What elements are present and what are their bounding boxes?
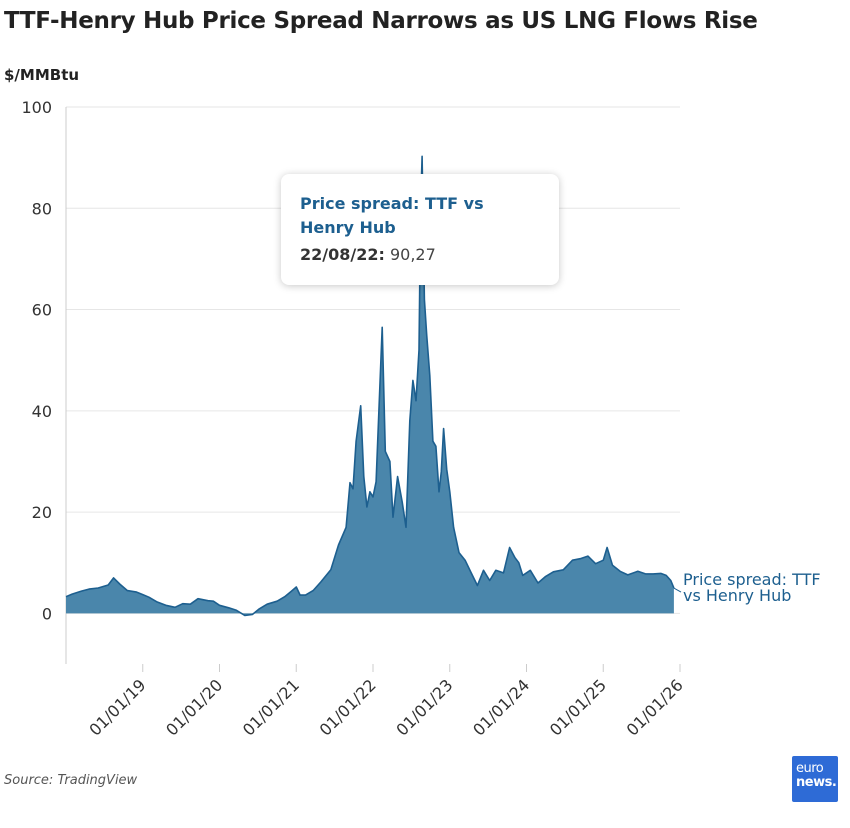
x-tick-label-2: 01/01/21	[239, 675, 303, 739]
series-end-label-line1: Price spread: TTF	[683, 570, 821, 589]
data-tooltip: Price spread: TTF vs Henry Hub 22/08/22:…	[281, 174, 559, 285]
tooltip-series-name-line2: Henry Hub	[300, 218, 396, 237]
tooltip-date: 22/08/22:	[300, 245, 385, 264]
x-tick-label-3: 01/01/22	[316, 675, 380, 739]
tooltip-value-line: 22/08/22: 90,27	[300, 242, 541, 268]
source-note: Source: TradingView	[4, 773, 138, 788]
series-area	[66, 156, 674, 616]
logo-text-line2: news.	[796, 775, 837, 790]
y-tick-label-60: 60	[32, 301, 52, 320]
y-tick-label-100: 100	[21, 98, 52, 117]
x-tick-label-7: 01/01/26	[623, 675, 687, 739]
tooltip-series-name-line1: Price spread: TTF vs	[300, 194, 484, 213]
chart-title: TTF-Henry Hub Price Spread Narrows as US…	[4, 8, 758, 34]
x-tick-label-4: 01/01/23	[392, 675, 456, 739]
tooltip-value: 90,27	[389, 245, 436, 264]
y-axis-ticks: 0 20 40 60 80 100	[21, 98, 52, 623]
x-axis-ticks: 01/01/19 01/01/20 01/01/21 01/01/22 01/01/23…	[85, 664, 687, 740]
x-tick-label-0: 01/01/19	[85, 675, 149, 739]
series-label-connector	[673, 587, 682, 593]
tooltip-series-name: Price spread: TTF vs Henry Hub	[300, 192, 541, 240]
y-axis-unit-label: $/MMBtu	[4, 66, 80, 84]
x-tick-label-6: 01/01/25	[546, 675, 610, 739]
y-tick-label-80: 80	[32, 199, 52, 218]
series-end-label-line2: vs Henry Hub	[683, 586, 792, 605]
series-end-label: Price spread: TTF vs Henry Hub	[683, 572, 821, 604]
logo-text-line1: euro	[796, 761, 824, 776]
y-tick-label-0: 0	[42, 604, 52, 623]
series-line	[65, 155, 675, 617]
x-tick-label-1: 01/01/20	[162, 675, 226, 739]
series-group	[65, 155, 682, 617]
x-tick-label-5: 01/01/24	[469, 675, 533, 739]
y-tick-label-20: 20	[32, 503, 52, 522]
y-tick-label-40: 40	[32, 402, 52, 421]
euronews-logo: euro news.	[792, 756, 838, 802]
